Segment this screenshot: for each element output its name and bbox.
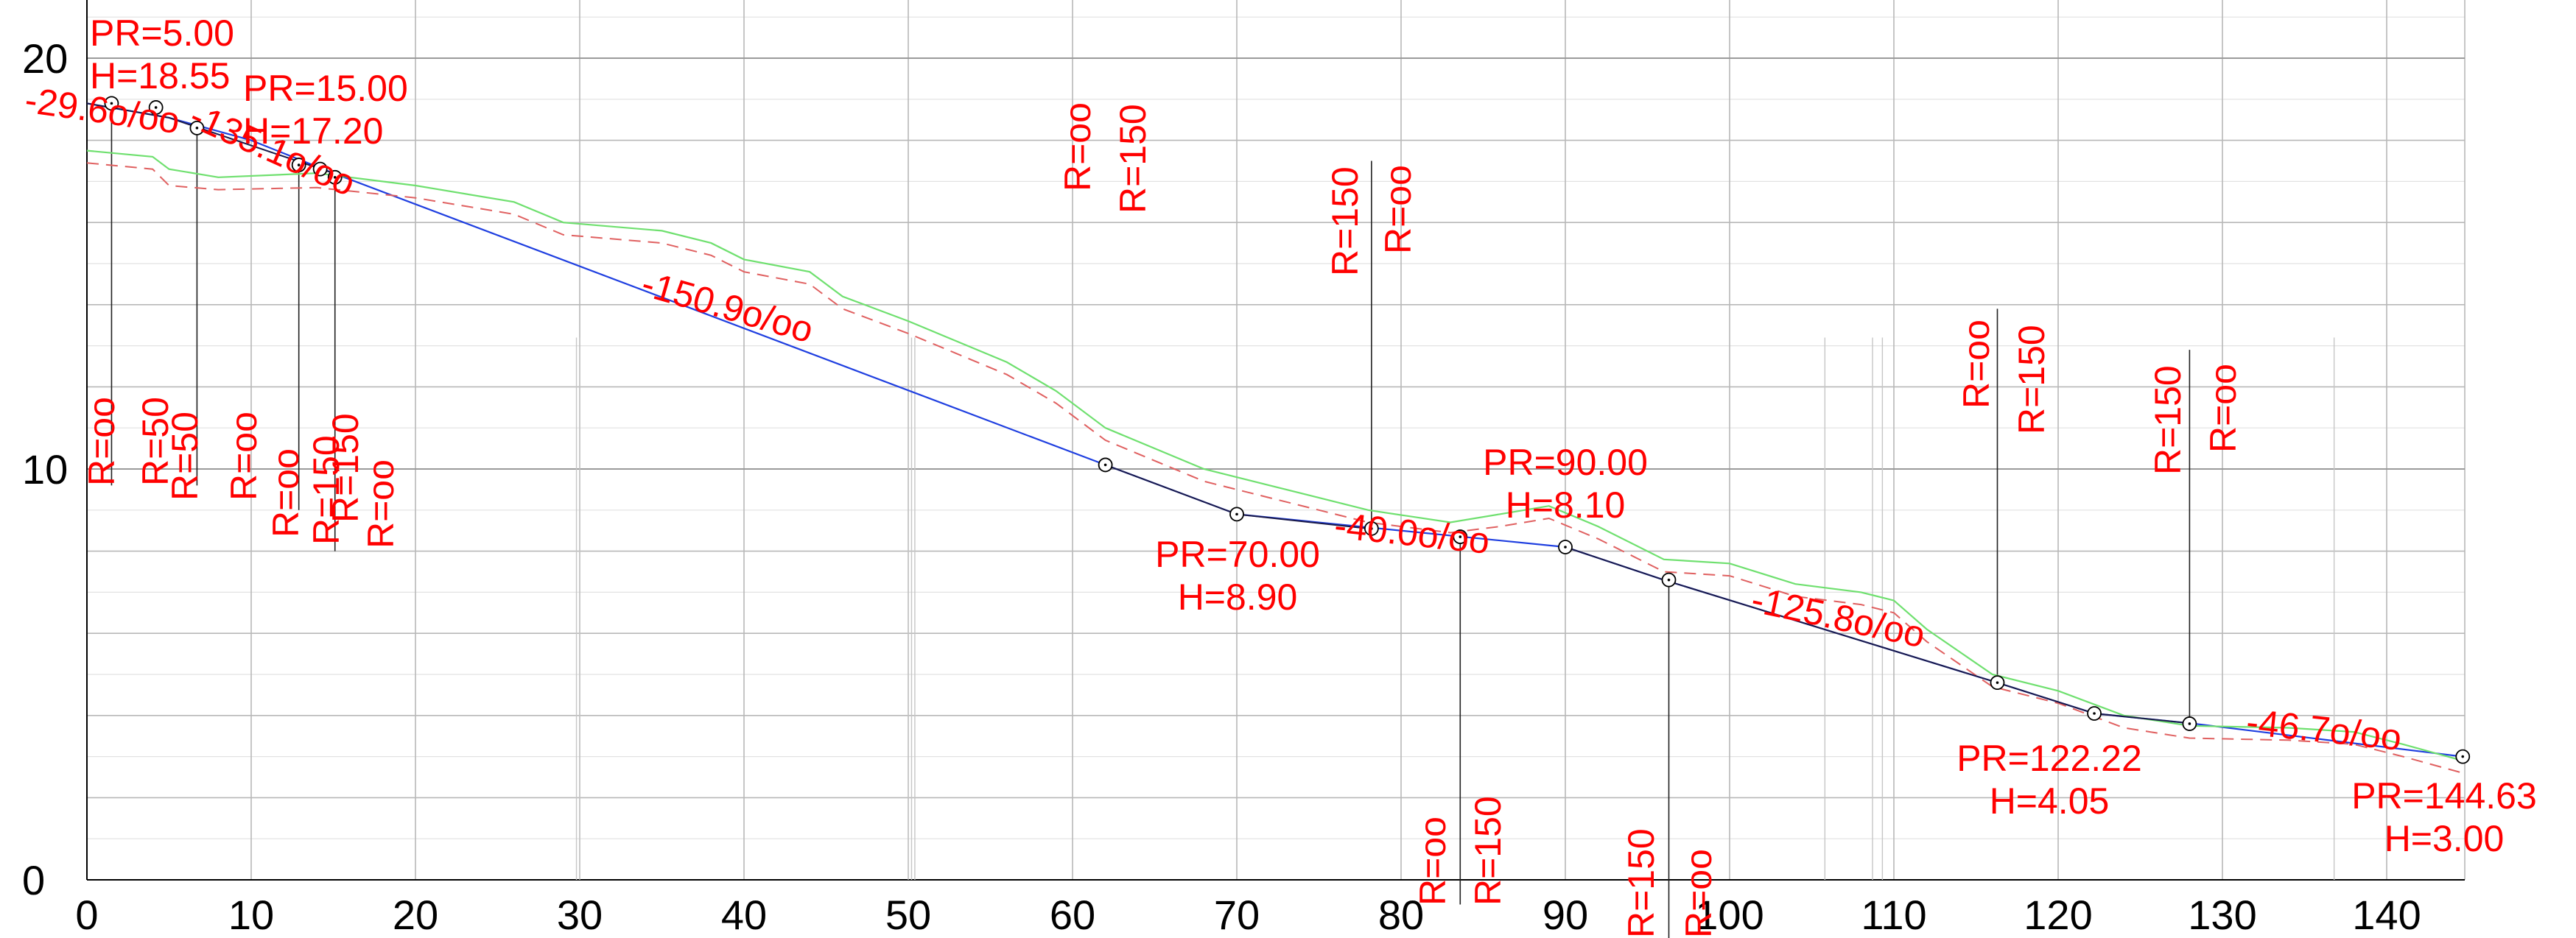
- curve-radius-label: R=oo: [1412, 817, 1453, 906]
- curve-radius-label: R=150: [1324, 166, 1366, 276]
- x-tick-label: 110: [1861, 892, 1926, 938]
- vertex-markers: [105, 96, 2469, 763]
- x-tick-label: 140: [2352, 892, 2421, 938]
- series-terrain-offset: [87, 163, 2463, 773]
- vertex-h-label: H=3.00: [2384, 818, 2505, 859]
- x-tick-label: 90: [1543, 892, 1588, 938]
- vertex-marker-dot: [1996, 681, 1999, 684]
- vertex-pr-label: PR=90.00: [1483, 442, 1648, 483]
- curve-radius-label: R=150: [1621, 828, 1662, 938]
- x-tick-label: 50: [885, 892, 931, 938]
- vertex-marker-dot: [1104, 464, 1107, 467]
- vertex-pr-label: PR=122.22: [1956, 738, 2142, 779]
- vertex-pr-label: PR=144.63: [2351, 775, 2537, 817]
- curve-radius-label: R=oo: [360, 459, 401, 549]
- y-tick-label: 0: [22, 857, 45, 903]
- vertex-marker-dot: [2093, 712, 2096, 715]
- grade-label: -46.7o/oo: [2245, 701, 2404, 758]
- grade-label: -40.0o/oo: [1333, 504, 1492, 562]
- x-tick-label: 0: [75, 892, 98, 938]
- curve-radius-label: R=oo: [265, 448, 306, 537]
- curve-radius-label: R=oo: [223, 412, 264, 501]
- x-tick-label: 70: [1214, 892, 1260, 938]
- curve-radius-label: R=150: [1467, 796, 1509, 906]
- profile-lines: [87, 103, 2463, 773]
- vertex-h-label: H=4.05: [1990, 780, 2110, 822]
- annotation-labels: PR=5.00H=18.55 PR=15.00H=17.20PR=70.00H=8…: [22, 13, 2536, 938]
- curve-radius-label: R=oo: [1057, 102, 1098, 191]
- curve-radius-label: R=oo: [2203, 364, 2244, 453]
- x-tick-label: 10: [228, 892, 274, 938]
- x-tick-label: 40: [721, 892, 767, 938]
- vertex-marker-dot: [1564, 546, 1567, 549]
- x-tick-label: 130: [2188, 892, 2256, 938]
- grade-label: -150.9o/oo: [637, 263, 818, 351]
- curve-radius-label: R=oo: [1678, 849, 1719, 938]
- curve-radius-label: R=oo: [1956, 320, 1997, 409]
- vertex-marker-dot: [1235, 513, 1238, 516]
- x-tick-label: 60: [1050, 892, 1095, 938]
- curve-radius-label: R=oo: [1378, 165, 1419, 254]
- y-tick-label: 20: [22, 35, 68, 82]
- vertex-marker-dot: [2189, 722, 2191, 725]
- curve-radius-label: R=50: [164, 412, 206, 501]
- vertex-pr-label: PR=5.00: [90, 13, 234, 54]
- x-tick-label: 120: [2024, 892, 2092, 938]
- vertex-marker-dot: [2461, 755, 2464, 758]
- grade-label: -125.8o/oo: [1748, 579, 1929, 655]
- vertex-h-label: H=8.90: [1178, 576, 1298, 618]
- series-grade-line: [87, 103, 2463, 756]
- curve-radius-label: R=150: [2011, 325, 2052, 434]
- vertex-marker-dot: [1668, 579, 1671, 582]
- curve-radius-label: R=oo: [81, 397, 122, 486]
- curve-radius-label: R=150: [1112, 104, 1154, 214]
- curve-radius-label: R=150: [2147, 365, 2189, 475]
- vertex-pr-label: PR=70.00: [1155, 534, 1320, 575]
- x-tick-label: 20: [393, 892, 438, 938]
- vertex-pr-label: PR=15.00: [243, 68, 408, 109]
- vertex-h-label: H=8.10: [1506, 484, 1626, 526]
- y-tick-label: 10: [22, 446, 68, 493]
- x-tick-label: 30: [557, 892, 603, 938]
- series-terrain: [87, 151, 2463, 761]
